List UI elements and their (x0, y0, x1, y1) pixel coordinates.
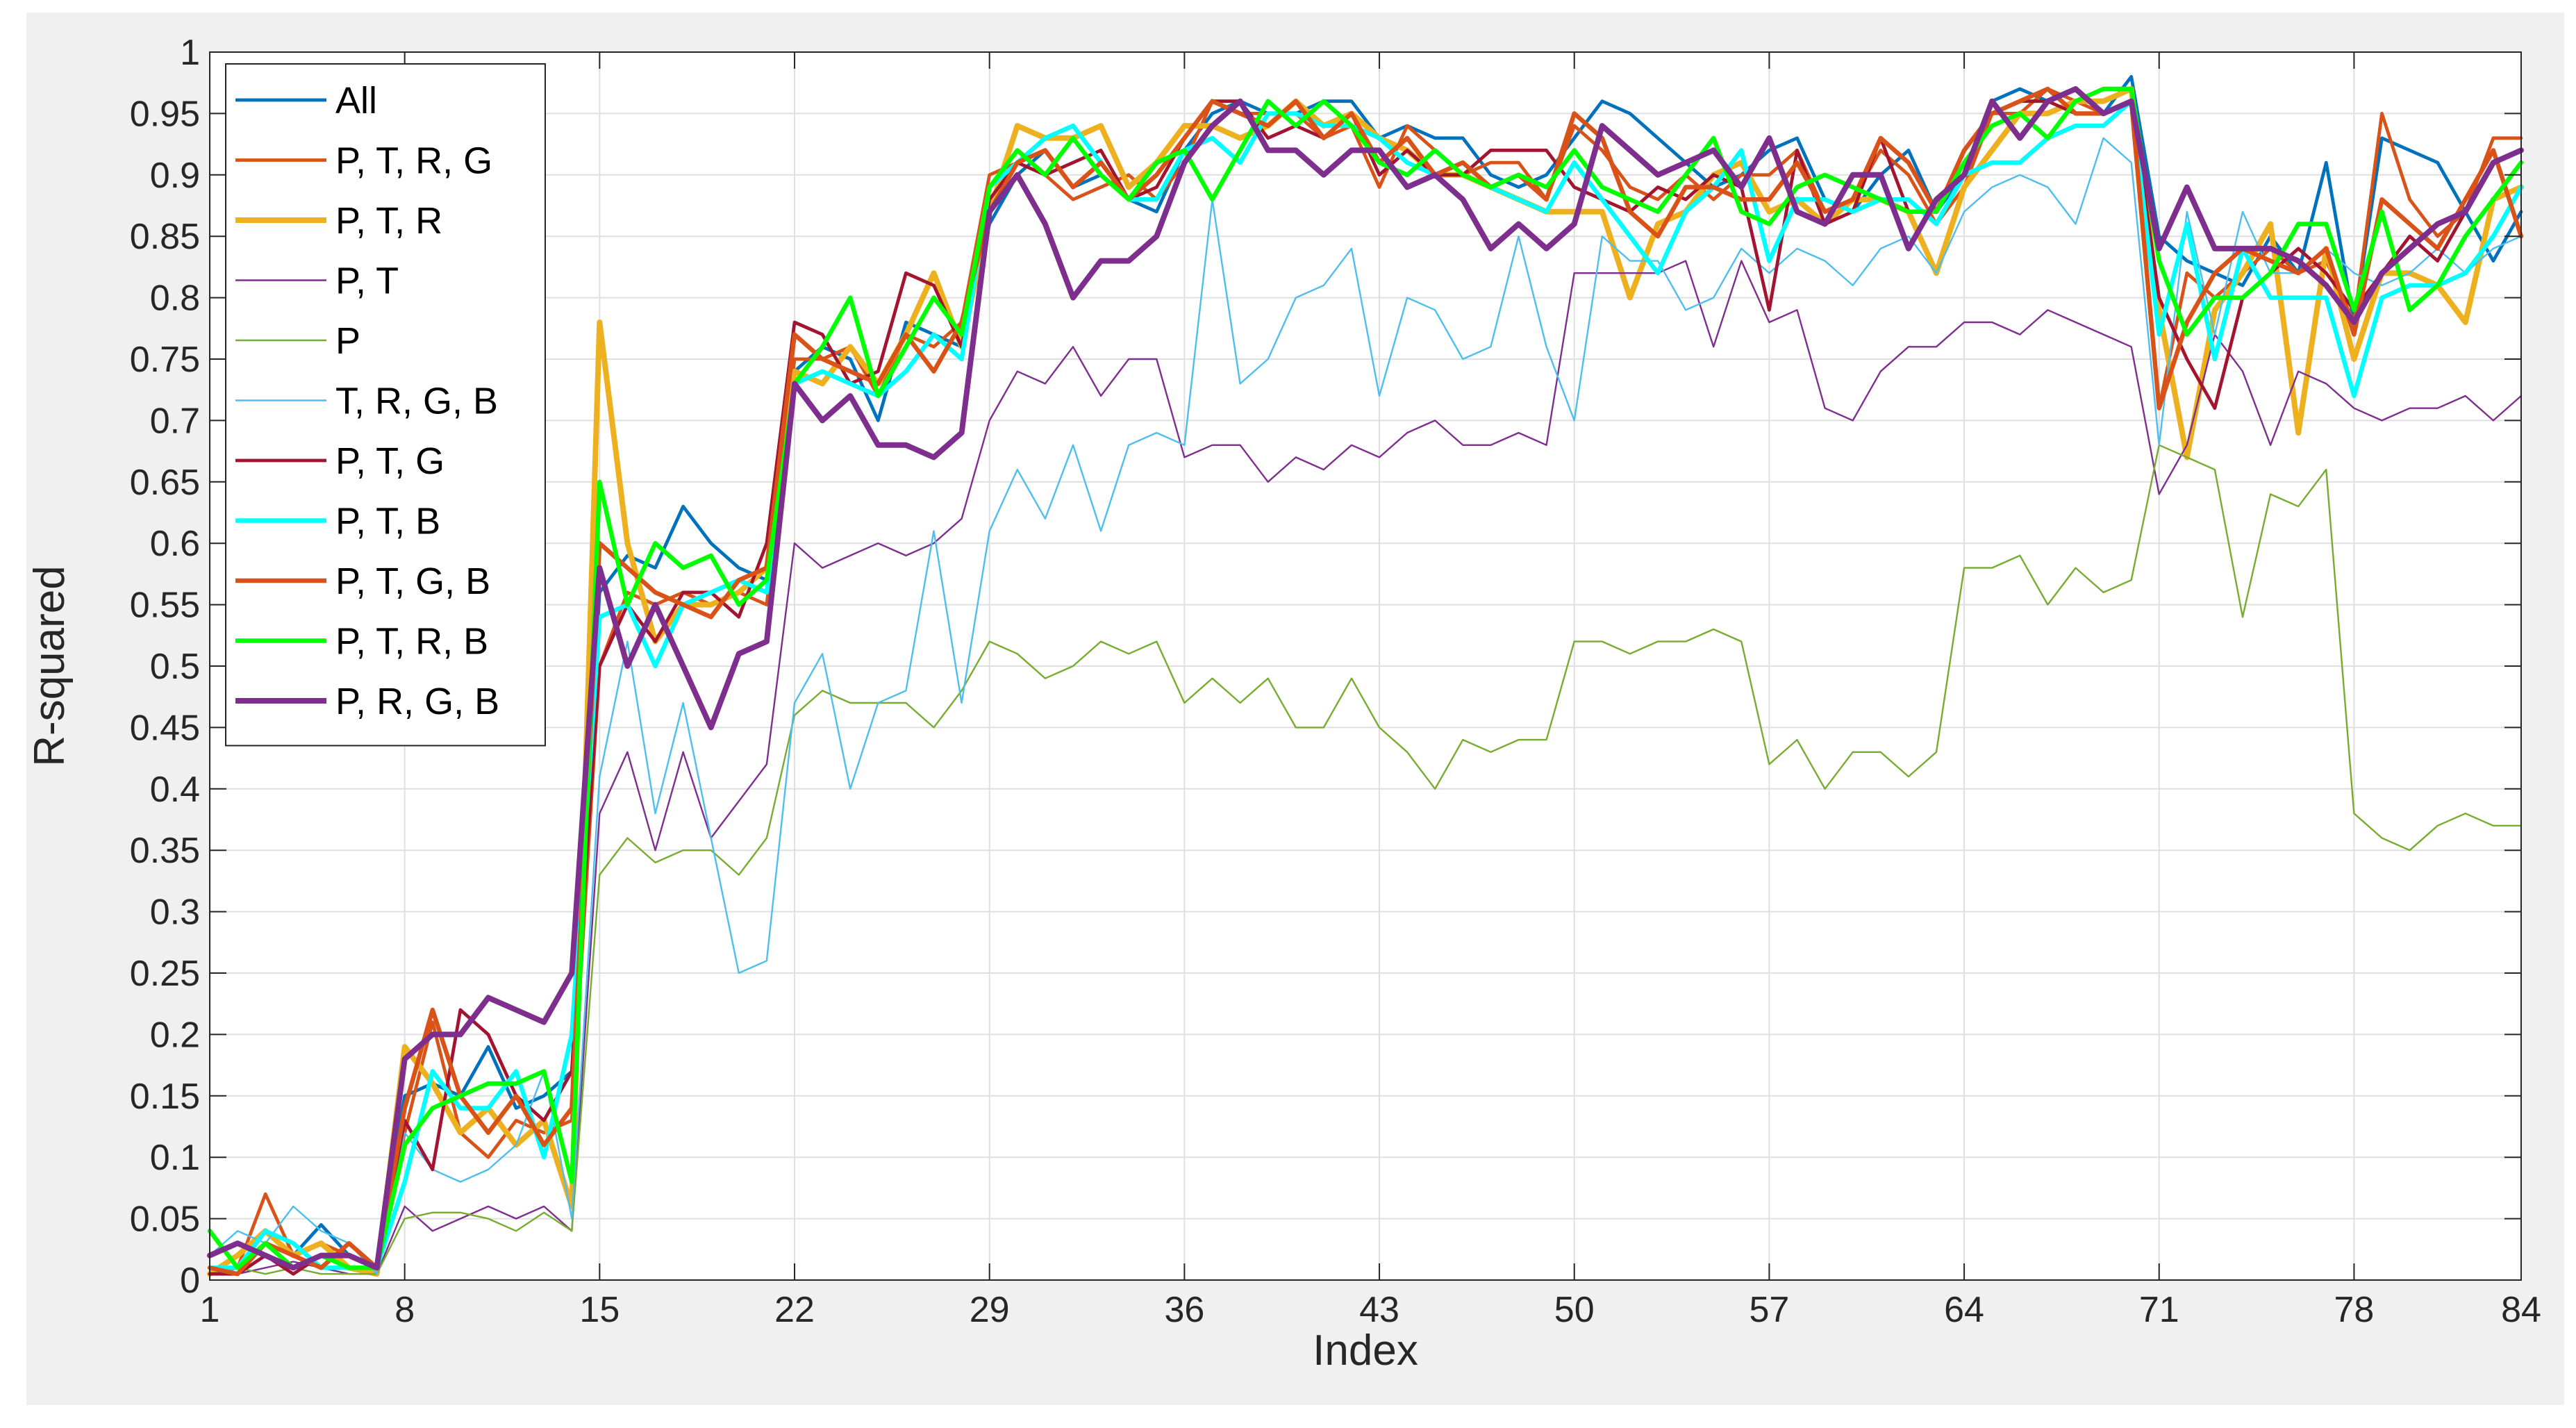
y-tick-label: 0.65 (130, 463, 200, 503)
legend-label: T, R, G, B (335, 381, 498, 422)
y-tick-label: 1 (180, 33, 200, 73)
x-axis-label: Index (1313, 1327, 1418, 1375)
legend-label: P, T (335, 260, 399, 302)
legend-label: P, T, R (335, 200, 442, 242)
y-tick-label: 0.85 (130, 217, 200, 257)
legend-box (225, 63, 546, 747)
legend-label: P, T, G (335, 440, 444, 482)
y-tick-label: 0.95 (130, 94, 200, 134)
x-tick-label: 36 (1164, 1290, 1204, 1330)
series-line (208, 444, 2523, 1275)
legend-label: All (335, 80, 377, 122)
legend-label: P, T, R, G (335, 140, 492, 182)
x-tick-label: 29 (970, 1290, 1010, 1330)
series-line (207, 86, 2524, 1271)
legend-label: P (335, 320, 360, 362)
y-tick-labels: 0 0.05 0.1 0.15 0.2 0.25 0.3 0.35 0.4 0.45 0.5 0.55… (130, 33, 200, 1301)
y-tick-label: 0.6 (150, 524, 200, 564)
x-tick-label: 84 (2501, 1290, 2541, 1330)
x-tick-label: 50 (1554, 1290, 1595, 1330)
legend-label: P, T, B (335, 501, 440, 542)
x-tick-label: 71 (2139, 1290, 2179, 1330)
y-tick-label: 0.8 (150, 279, 200, 319)
x-tick-label: 22 (774, 1290, 815, 1330)
legend-label: P, R, G, B (335, 681, 499, 722)
y-tick-label: 0.7 (150, 401, 200, 441)
y-tick-label: 0.5 (150, 647, 200, 687)
y-tick-label: 0.45 (130, 708, 200, 748)
x-tick-label: 1 (200, 1290, 220, 1330)
y-tick-label: 0.35 (130, 831, 200, 871)
y-tick-label: 0 (180, 1261, 200, 1301)
y-tick-label: 0.75 (130, 340, 200, 380)
series-layer (207, 75, 2524, 1277)
axis-ticks (209, 51, 2522, 1281)
x-tick-label: 57 (1749, 1290, 1789, 1330)
legend-label: P, T, R, B (335, 621, 488, 663)
y-tick-label: 0.55 (130, 586, 200, 626)
x-tick-label: 43 (1359, 1290, 1399, 1330)
series-line (208, 137, 2523, 1275)
x-tick-label: 64 (1944, 1290, 1984, 1330)
y-tick-label: 0.25 (130, 954, 200, 994)
y-tick-label: 0.1 (150, 1138, 200, 1178)
y-tick-label: 0.15 (130, 1077, 200, 1117)
y-tick-label: 0.05 (130, 1199, 200, 1240)
y-tick-label: 0.4 (150, 770, 200, 810)
legend-label: P, T, G, B (335, 561, 490, 602)
x-tick-labels: 1 8 15 22 29 36 43 50 57 64 71 78 84 (200, 1290, 2541, 1330)
y-tick-label: 0.9 (150, 156, 200, 196)
x-tick-label: 15 (579, 1290, 620, 1330)
legend[interactable]: All P, T, R, G P, T, R P, T P T, R, G, B P, T,… (225, 63, 546, 747)
y-tick-label: 0.2 (150, 1015, 200, 1055)
x-tick-label: 8 (394, 1290, 415, 1330)
x-tick-label: 78 (2334, 1290, 2374, 1330)
y-axis-label: R-squared (26, 565, 74, 766)
series-line (208, 260, 2523, 1275)
y-tick-label: 0.3 (150, 892, 200, 933)
